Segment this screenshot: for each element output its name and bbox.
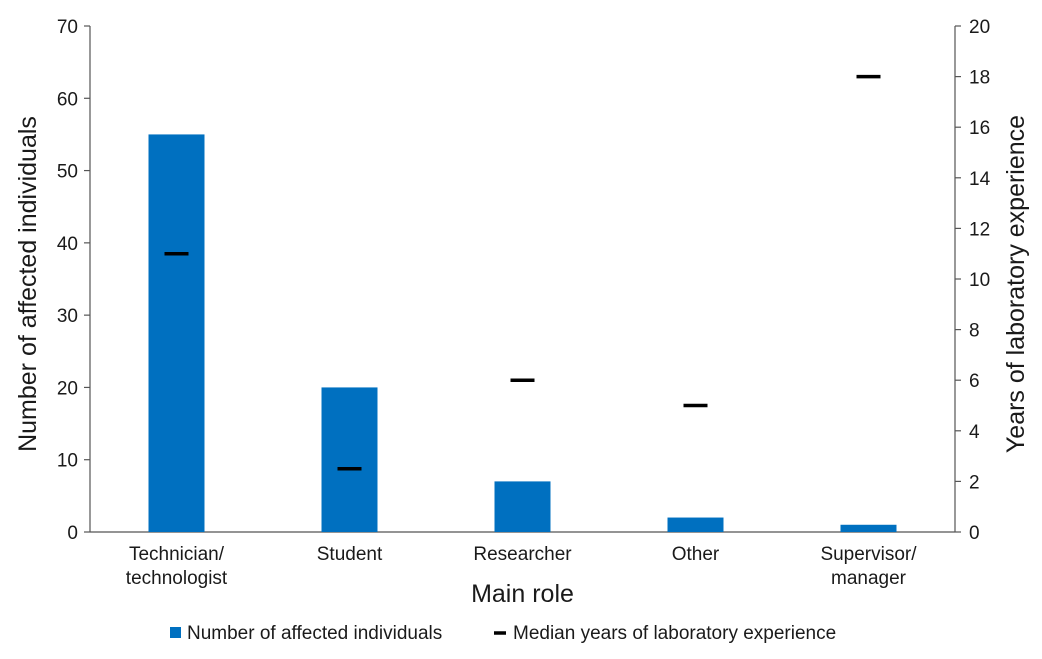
right-tick-label: 6: [969, 371, 980, 392]
right-tick-label: 14: [969, 169, 991, 190]
right-tick-label: 4: [969, 422, 980, 443]
category-label-line: Technician/: [129, 544, 225, 565]
right-tick-label: 12: [969, 219, 990, 240]
left-tick-label: 10: [57, 451, 78, 472]
category-label-line: Other: [672, 544, 720, 565]
legend-marker-label: Median years of laboratory experience: [513, 623, 836, 644]
left-tick-label: 40: [57, 234, 78, 255]
bars-layer: [148, 134, 897, 532]
category-label: Other: [672, 544, 720, 565]
left-tick-label: 60: [57, 89, 78, 110]
legend-bar-label: Number of affected individuals: [187, 623, 442, 644]
category-label: Researcher: [473, 544, 572, 565]
category-label: Student: [317, 544, 383, 565]
bar: [494, 481, 551, 532]
category-label-line: technologist: [126, 568, 228, 589]
right-tick-label: 8: [969, 321, 980, 342]
markers-layer: [164, 74, 881, 471]
legend-bar-swatch: [170, 627, 181, 638]
right-tick-label: 18: [969, 68, 990, 89]
labels-layer: 0 10 20 30 40 50 60 70 0 2 4 6 8 10 12 14 16 18 20 Technici…: [14, 17, 1030, 608]
bar: [148, 134, 205, 532]
x-axis-title: Main role: [471, 580, 574, 608]
y-axis-title: Number of affected individuals: [14, 116, 42, 452]
category-label-line: Researcher: [473, 544, 572, 565]
legend: Number of affected individuals Median yea…: [170, 623, 836, 644]
category-label-line: Supervisor/: [820, 544, 917, 565]
category-label: Supervisor/manager: [820, 544, 917, 589]
bar: [840, 524, 897, 532]
left-tick-label: 30: [57, 306, 78, 327]
category-label-line: Student: [317, 544, 383, 565]
left-tick-label: 0: [67, 523, 78, 544]
right-tick-label: 2: [969, 472, 980, 493]
left-tick-label: 20: [57, 378, 78, 399]
right-tick-label: 0: [969, 523, 980, 544]
left-tick-label: 70: [57, 17, 78, 38]
right-tick-label: 10: [969, 270, 990, 291]
category-label: Technician/technologist: [126, 544, 228, 589]
bar: [667, 517, 724, 532]
category-label-line: manager: [831, 568, 907, 589]
bar: [321, 387, 378, 532]
right-tick-label: 20: [969, 17, 990, 38]
y2-axis-title: Years of laboratory experience: [1002, 115, 1030, 453]
left-tick-label: 50: [57, 162, 78, 183]
axes-layer: [84, 25, 961, 533]
right-tick-label: 16: [969, 118, 990, 139]
